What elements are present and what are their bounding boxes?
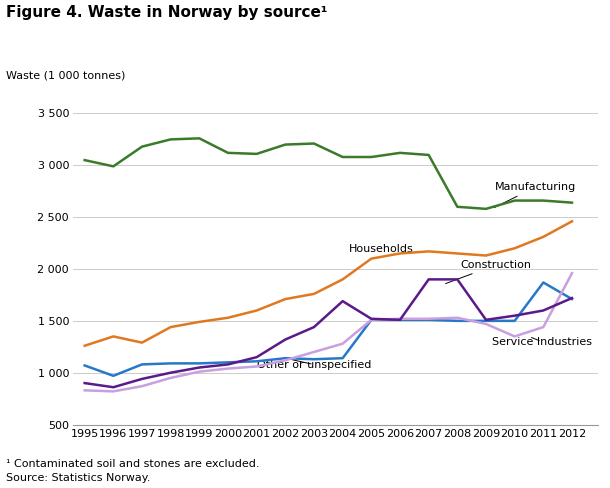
Text: Manufacturing: Manufacturing (494, 182, 576, 207)
Text: Other or unspecified: Other or unspecified (257, 359, 371, 369)
Text: Source: Statistics Norway.: Source: Statistics Norway. (6, 473, 151, 483)
Text: Waste (1 000 tonnes): Waste (1 000 tonnes) (6, 71, 126, 81)
Text: ¹ Contaminated soil and stones are excluded.: ¹ Contaminated soil and stones are exclu… (6, 459, 260, 468)
Text: Service Industries: Service Industries (492, 337, 592, 346)
Text: Construction: Construction (445, 260, 531, 284)
Text: Households: Households (348, 244, 413, 254)
Text: Figure 4. Waste in Norway by source¹: Figure 4. Waste in Norway by source¹ (6, 5, 328, 20)
